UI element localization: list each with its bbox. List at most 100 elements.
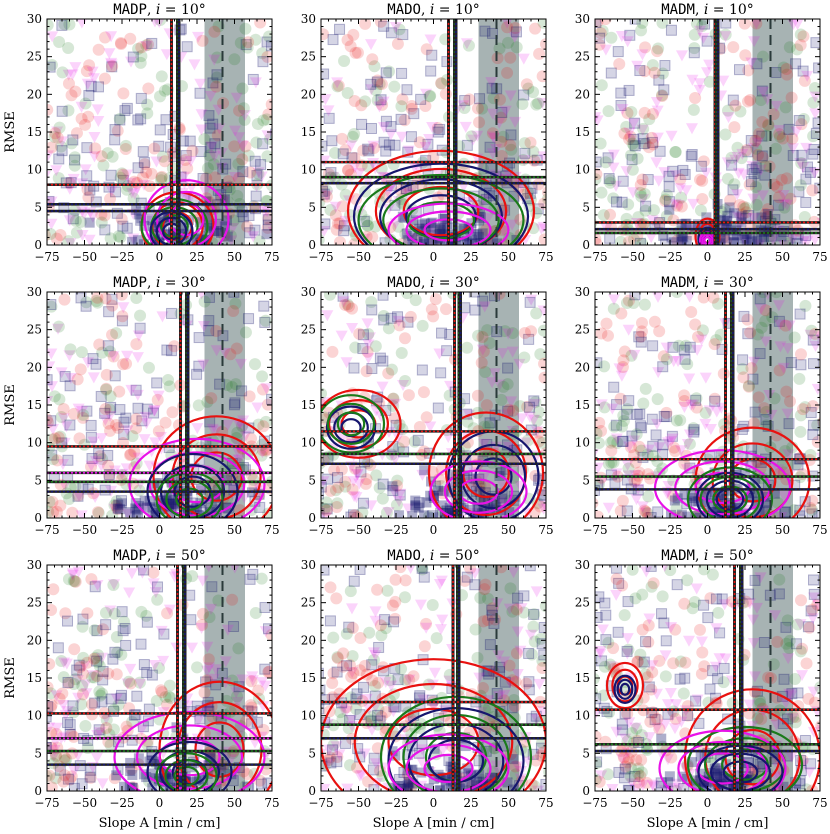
scatter-point xyxy=(525,424,537,436)
scatter-point xyxy=(105,401,117,413)
scatter-point xyxy=(772,300,785,312)
scatter-point xyxy=(661,188,674,201)
scatter-point xyxy=(203,149,216,162)
scatter-point xyxy=(691,344,704,356)
scatter-point xyxy=(527,748,539,760)
scatter-point xyxy=(742,146,754,158)
scatter-point xyxy=(344,715,357,727)
scatter-point xyxy=(793,186,805,198)
scatter-point xyxy=(369,758,382,770)
scatter-point xyxy=(615,100,627,112)
scatter-point xyxy=(394,489,406,501)
scatter-point xyxy=(90,196,102,208)
scatter-point xyxy=(652,367,665,379)
scatter-point xyxy=(638,187,651,200)
scatter-point xyxy=(804,501,817,514)
scatter-point xyxy=(136,415,148,427)
y-tick-label: 0 xyxy=(582,238,590,252)
y-tick-label: 30 xyxy=(27,285,42,299)
scatter-point xyxy=(504,51,517,64)
scatter-point xyxy=(520,437,533,449)
scatter-point xyxy=(208,54,221,66)
scatter-point xyxy=(360,693,373,705)
scatter-point xyxy=(529,22,542,35)
scatter-point xyxy=(140,418,153,430)
scatter-point xyxy=(81,607,94,620)
x-tick-label: 0 xyxy=(156,796,164,810)
scatter-point xyxy=(622,462,635,475)
scatter-point xyxy=(436,327,448,339)
scatter-point xyxy=(155,70,168,83)
scatter-point xyxy=(515,413,528,425)
scatter-point xyxy=(415,93,427,105)
scatter-point xyxy=(495,135,508,148)
scatter-point xyxy=(375,94,387,106)
scatter-point xyxy=(807,419,819,431)
scatter-point xyxy=(81,142,93,154)
scatter-point xyxy=(47,299,57,311)
kde-contour xyxy=(321,658,546,791)
scatter-point xyxy=(769,488,780,499)
scatter-point xyxy=(91,670,104,683)
scatter-point xyxy=(754,462,767,475)
scatter-point xyxy=(205,392,218,405)
scatter-point xyxy=(750,19,763,30)
x-tick-label: −75 xyxy=(308,250,333,264)
title-sep: , xyxy=(147,548,156,564)
scatter-point xyxy=(756,212,767,223)
scatter-point xyxy=(152,425,165,438)
scatter-point xyxy=(348,509,361,518)
scatter-point xyxy=(195,622,208,634)
scatter-point xyxy=(221,420,234,432)
scatter-point xyxy=(81,78,94,90)
scatter-point xyxy=(685,150,697,162)
scatter-point xyxy=(348,575,360,587)
scatter-point xyxy=(742,380,755,393)
scatter-point xyxy=(47,218,58,230)
scatter-point xyxy=(695,334,708,346)
scatter-point xyxy=(59,607,72,620)
scatter-point xyxy=(387,706,400,718)
scatter-point xyxy=(329,201,342,213)
scatter-point xyxy=(726,159,738,171)
scatter-point xyxy=(652,292,664,303)
scatter-point xyxy=(202,653,215,666)
scatter-point xyxy=(634,186,647,199)
scatter-point xyxy=(379,614,391,626)
scatter-point xyxy=(237,765,250,778)
scatter-point xyxy=(49,772,62,785)
scatter-point xyxy=(321,234,325,245)
scatter-point xyxy=(395,347,408,360)
scatter-point xyxy=(259,626,272,638)
scatter-point xyxy=(392,432,405,444)
scatter-point xyxy=(742,379,755,392)
scatter-point xyxy=(142,361,155,374)
scatter-point xyxy=(100,383,113,396)
scatter-point xyxy=(604,232,616,244)
scatter-point xyxy=(413,136,426,149)
scatter-point xyxy=(435,575,448,587)
scatter-point xyxy=(536,97,546,109)
scatter-point xyxy=(427,238,438,245)
scatter-point xyxy=(722,210,733,221)
scatter-point xyxy=(140,39,153,52)
title-sep: , xyxy=(421,275,430,291)
scatter-point xyxy=(47,103,54,116)
scatter-point xyxy=(751,137,764,149)
scatter-point xyxy=(525,294,538,306)
scatter-point xyxy=(205,142,217,154)
scatter-point xyxy=(69,575,82,588)
scatter-point xyxy=(736,148,749,160)
scatter-point xyxy=(148,405,161,417)
scatter-point xyxy=(70,226,83,239)
scatter-point xyxy=(47,769,56,782)
scatter-point xyxy=(328,146,341,159)
scatter-point xyxy=(778,201,791,214)
scatter-point xyxy=(451,504,462,515)
scatter-point xyxy=(113,113,126,126)
scatter-point xyxy=(322,105,335,117)
scatter-point xyxy=(259,602,271,614)
scatter-point xyxy=(350,193,363,206)
scatter-point xyxy=(106,509,119,518)
scatter-point xyxy=(747,193,760,205)
